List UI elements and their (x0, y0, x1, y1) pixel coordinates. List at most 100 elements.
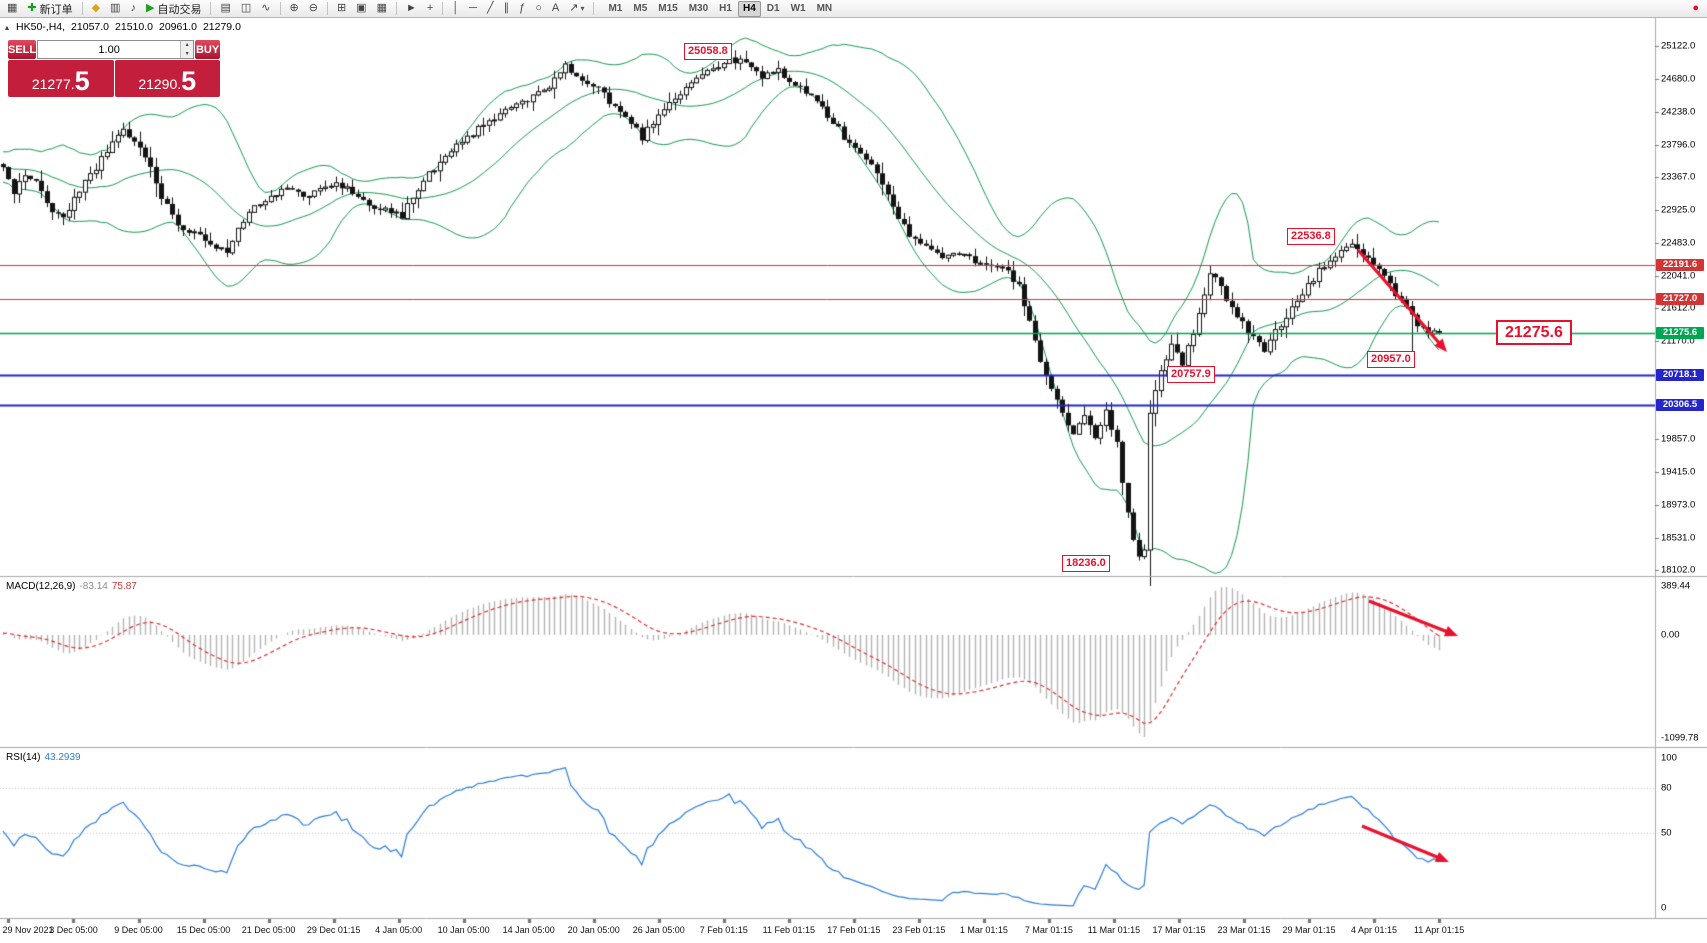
time-label: 29 Nov 2021 (2, 925, 54, 935)
shapes-icon: ○ (535, 2, 542, 14)
volume-input[interactable] (38, 41, 181, 58)
price-annotation[interactable]: 20757.9 (1167, 366, 1215, 383)
candle-chart-button[interactable]: ◫ (237, 0, 255, 17)
price-tag: 22191.6 (1656, 258, 1704, 271)
arrows-button[interactable]: ↗ ▾ (565, 0, 588, 17)
channel-icon: ∥ (503, 2, 510, 14)
time-label: 11 Mar 01:15 (1087, 925, 1141, 935)
market-watch-button[interactable]: ◆ (88, 0, 104, 17)
time-label: 21 Dec 05:00 (241, 925, 296, 935)
time-label: 7 Feb 01:15 (699, 925, 748, 935)
timeframe-m5-button[interactable]: M5 (633, 2, 648, 14)
time-label: 29 Dec 01:15 (306, 925, 361, 935)
zoom-in-icon: ⊕ (289, 2, 299, 14)
price-annotation[interactable]: 20957.0 (1367, 351, 1415, 368)
price-tick: 19857.0 (1661, 433, 1696, 445)
price-annotation[interactable]: 18236.0 (1062, 555, 1110, 572)
buy-button[interactable]: BUY (195, 40, 220, 59)
price-tag: 20306.5 (1656, 399, 1704, 412)
chart-window-button[interactable]: ▦ (3, 0, 21, 17)
macd-axis-label: -1099.78 (1661, 732, 1699, 744)
connection-status-icon: ● (1692, 2, 1699, 14)
price-annotation[interactable]: 21275.6 (1496, 320, 1572, 345)
price-annotation[interactable]: 25058.8 (684, 43, 732, 60)
buy-price-pips: 5 (181, 66, 197, 96)
time-label: 29 Mar 01:15 (1282, 925, 1336, 935)
timeframe-d1-button[interactable]: D1 (766, 2, 780, 14)
sell-price[interactable]: 21277. 5 (8, 60, 114, 97)
timeframe-h1-button[interactable]: H1 (719, 2, 732, 14)
time-label: 7 Mar 01:15 (1024, 925, 1073, 935)
channel-button[interactable]: ∥ (500, 0, 514, 17)
cascade-windows-icon: ▣ (356, 2, 367, 14)
time-label: 4 Jan 05:00 (375, 925, 423, 935)
timeframe-m30-button[interactable]: M30 (688, 2, 709, 14)
tile-windows-button[interactable]: ⊞ (333, 0, 350, 17)
macd-label: MACD(12,26,9) -83.14 75.87 (6, 581, 137, 592)
chart-symbol-period: HK50-,H4, (16, 21, 66, 33)
alerts-button[interactable]: ♪ (127, 0, 141, 17)
zoom-out-button[interactable]: ⊖ (305, 0, 322, 17)
chart-low: 20961.0 (158, 21, 197, 33)
line-chart-icon: ∿ (261, 2, 271, 14)
horizontal-line-button[interactable]: ─ (465, 0, 481, 17)
price-annotation[interactable]: 22536.8 (1287, 228, 1335, 245)
macd-signal-value: 75.87 (111, 581, 137, 592)
price-tick: 22925.0 (1661, 204, 1696, 216)
time-label: 23 Mar 01:15 (1217, 925, 1271, 935)
rsi-axis-label: 80 (1661, 782, 1672, 794)
data-window-button[interactable]: ▥ (106, 0, 124, 17)
bars-chart-button[interactable]: ▤ (216, 0, 234, 17)
buy-price[interactable]: 21290. 5 (114, 60, 220, 97)
timeframe-m1-button[interactable]: M1 (608, 2, 623, 14)
zoom-out-icon: ⊖ (308, 2, 318, 14)
timeframe-mn-button[interactable]: MN (816, 2, 833, 14)
shapes-button[interactable]: ○ (531, 0, 546, 17)
bars-chart-icon: ▤ (220, 2, 231, 14)
caret-down-icon: ▾ (580, 4, 585, 13)
timeframe-m15-button[interactable]: M15 (658, 2, 678, 14)
chart-window-icon: ▦ (7, 2, 18, 14)
price-tick: 18531.0 (1661, 532, 1696, 544)
new-order-button-label: 新订单 (39, 3, 73, 16)
rsi-label: RSI(14) 43.2939 (6, 752, 81, 763)
autotrade-icon: ▶ (146, 2, 155, 14)
fibonacci-icon: ƒ (519, 2, 526, 14)
price-tick: 24680.0 (1661, 73, 1696, 85)
volume-down-button[interactable]: ▾ (181, 49, 194, 58)
timeframe-h4-button[interactable]: H4 (737, 0, 761, 17)
toolbar: ▦ ✚ 新订单 ◆ ▥ ♪ ▶ 自动交易 ▤ ◫ ∿ ⊕ ⊖ ⊞ ▣ ▦ ► + │ ─ ╱ ∥ ƒ ○ A ↗ ▾ M1 M5 M15… (0, 0, 1707, 18)
price-tick: 24238.0 (1661, 106, 1696, 118)
arrange-windows-button[interactable]: ▦ (373, 0, 391, 17)
time-label: 23 Feb 01:15 (892, 925, 946, 935)
sell-button[interactable]: SELL (8, 40, 37, 59)
arrange-windows-icon: ▦ (376, 2, 387, 14)
chart-ohlc-title: ▴ HK50-,H4, 21057.0 21510.0 20961.0 2127… (5, 21, 241, 33)
volume-field: ▴ ▾ (37, 40, 195, 59)
vertical-line-button[interactable]: │ (448, 0, 463, 17)
timeframe-w1-button[interactable]: W1 (790, 2, 806, 14)
price-tick: 25122.0 (1661, 40, 1696, 52)
autotrade-button[interactable]: ▶ 自动交易 (142, 0, 205, 17)
time-label: 17 Feb 01:15 (827, 925, 881, 935)
price-tick: 22041.0 (1661, 270, 1696, 282)
cursor-button[interactable]: ► (402, 0, 421, 17)
market-watch-icon: ◆ (91, 2, 101, 14)
trendline-button[interactable]: ╱ (483, 0, 498, 17)
timeframe-buttons: M1 M5 M15 M30 H1 H4 D1 W1 MN (603, 0, 837, 17)
crosshair-button[interactable]: + (423, 0, 437, 17)
oct-toggle-icon[interactable]: ▴ (5, 22, 10, 32)
volume-up-button[interactable]: ▴ (181, 41, 194, 50)
text-button[interactable]: A (548, 0, 563, 17)
fibonacci-button[interactable]: ƒ (515, 0, 529, 17)
time-label: 9 Dec 05:00 (114, 925, 163, 935)
zoom-in-button[interactable]: ⊕ (286, 0, 303, 17)
price-tag: 21727.0 (1656, 293, 1704, 306)
chart-high: 21510.0 (115, 21, 153, 33)
new-order-button[interactable]: ✚ 新订单 (23, 0, 76, 17)
candle-chart-icon: ◫ (240, 2, 252, 14)
line-chart-button[interactable]: ∿ (257, 0, 274, 17)
cascade-windows-button[interactable]: ▣ (352, 0, 370, 17)
